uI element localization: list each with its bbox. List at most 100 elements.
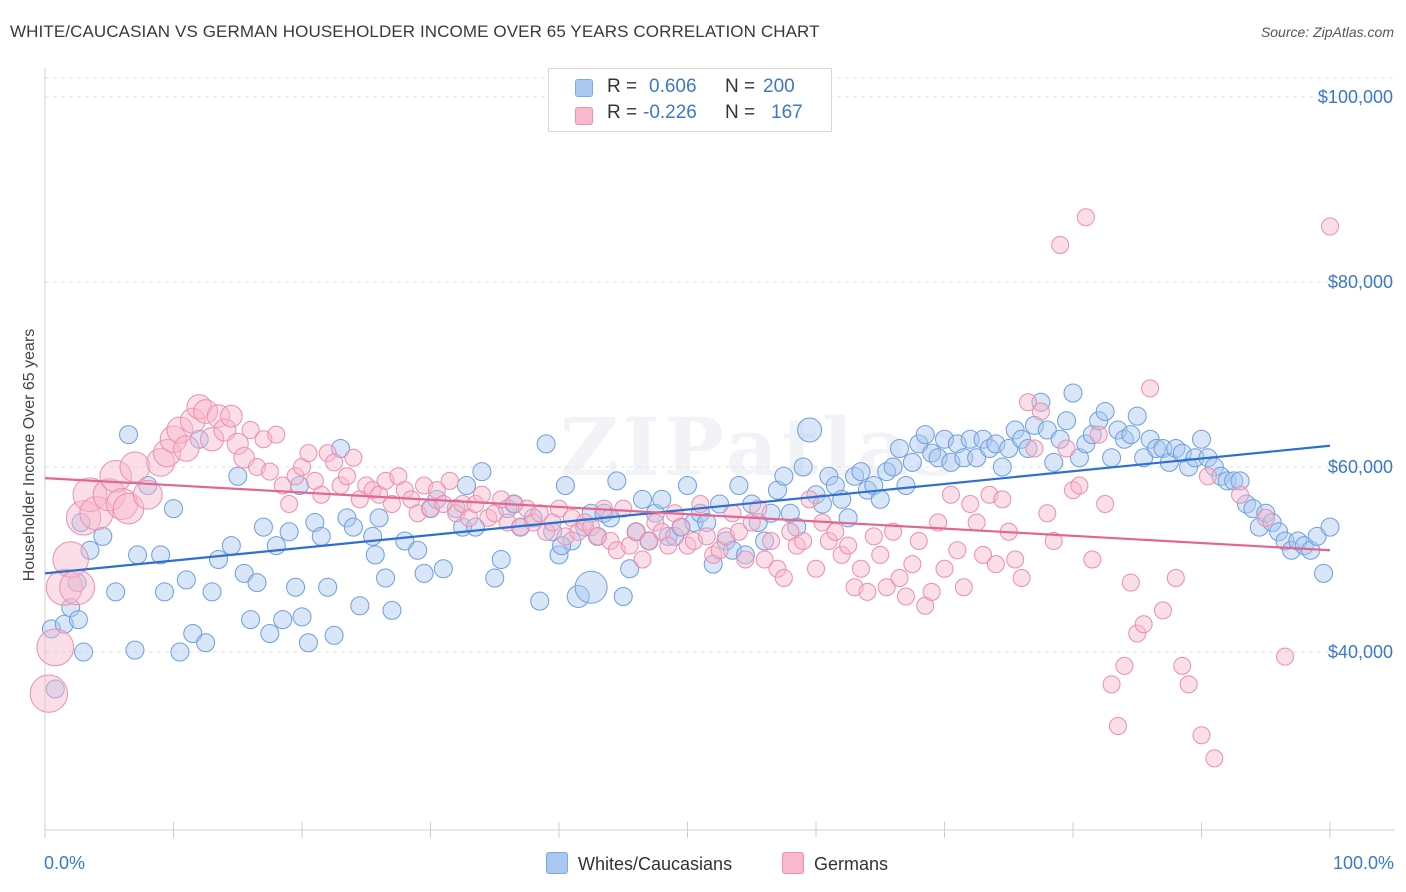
point-germans: [36, 628, 75, 667]
point-whites: [176, 570, 196, 590]
point-whites: [767, 480, 787, 500]
point-whites: [658, 526, 678, 546]
point-whites: [947, 434, 967, 454]
point-germans: [903, 555, 922, 574]
point-germans: [1128, 624, 1147, 643]
point-whites: [552, 536, 572, 556]
point-germans: [466, 495, 485, 513]
point-germans: [832, 545, 851, 564]
legend-r-value: 0.606: [649, 76, 697, 97]
point-whites: [967, 448, 987, 468]
point-whites: [74, 642, 94, 662]
point-germans: [794, 532, 813, 550]
trend-line-whites: [44, 444, 1331, 575]
point-germans: [864, 527, 883, 546]
point-germans: [1231, 485, 1250, 504]
point-germans: [267, 425, 286, 444]
point-germans: [1057, 439, 1076, 458]
point-germans: [948, 541, 967, 560]
point-germans: [1006, 550, 1025, 569]
point-germans: [318, 444, 337, 463]
y-tick-label: $40,000: [1328, 642, 1393, 662]
point-whites: [774, 466, 794, 486]
point-whites: [279, 522, 299, 542]
point-germans: [993, 490, 1012, 509]
point-germans: [1089, 425, 1108, 444]
point-germans: [260, 462, 279, 481]
point-whites: [228, 466, 248, 486]
point-whites: [485, 568, 505, 588]
point-whites: [128, 545, 148, 565]
point-germans: [52, 541, 89, 578]
point-germans: [179, 407, 206, 434]
point-germans: [166, 416, 194, 444]
point-germans: [774, 569, 793, 587]
point-whites: [562, 531, 582, 551]
point-whites: [234, 563, 254, 583]
point-germans: [768, 559, 787, 578]
point-whites: [1127, 406, 1147, 426]
point-whites: [896, 476, 916, 495]
point-whites: [151, 545, 171, 565]
point-whites: [633, 489, 653, 509]
point-whites: [1314, 563, 1334, 583]
point-germans: [1205, 749, 1224, 768]
legend-r-label: R =: [607, 76, 638, 97]
point-whites: [273, 610, 293, 630]
point-whites: [1005, 420, 1025, 440]
series-whites-points: [41, 383, 1340, 699]
point-germans: [633, 550, 652, 569]
point-germans: [45, 568, 83, 606]
point-germans: [382, 495, 401, 513]
bottom-legend-whites: Whites/Caucasians: [546, 852, 732, 875]
point-whites: [363, 526, 383, 546]
point-germans: [646, 513, 665, 532]
point-germans: [241, 421, 260, 439]
point-whites: [797, 417, 823, 443]
series-germans-points: [29, 208, 1339, 768]
point-germans: [479, 508, 498, 527]
point-whites: [992, 457, 1012, 477]
point-germans: [344, 448, 363, 467]
point-germans: [736, 550, 755, 569]
point-whites: [1121, 425, 1141, 445]
point-whites: [1262, 513, 1282, 532]
point-whites: [292, 607, 312, 627]
point-germans: [896, 587, 915, 606]
point-germans: [337, 467, 356, 486]
point-whites: [555, 476, 575, 495]
point-germans: [173, 435, 200, 462]
point-germans: [839, 536, 858, 555]
point-whites: [119, 425, 139, 445]
legend-n-value: 200: [763, 76, 795, 97]
point-whites: [530, 591, 550, 611]
point-whites: [164, 499, 183, 519]
point-whites: [915, 425, 935, 445]
legend-n-label: N =: [725, 102, 756, 123]
point-germans: [1051, 236, 1070, 254]
point-whites: [1037, 420, 1057, 440]
point-whites: [472, 462, 492, 482]
point-whites: [1172, 443, 1192, 463]
point-germans: [723, 504, 742, 523]
point-whites: [1031, 392, 1051, 412]
point-whites: [793, 457, 813, 477]
point-whites: [202, 582, 222, 602]
chart-title: WHITE/CAUCASIAN VS GERMAN HOUSEHOLDER IN…: [10, 22, 820, 41]
point-germans: [193, 399, 219, 424]
point-whites: [729, 476, 749, 495]
point-whites: [1082, 425, 1102, 445]
point-whites: [324, 625, 344, 645]
point-germans: [1076, 208, 1095, 227]
correlation-legend: R = 0.606 N = 200 R = -0.226 N = 167: [548, 68, 832, 132]
legend-swatch-germans: [575, 107, 593, 125]
point-whites: [80, 540, 100, 560]
point-whites: [350, 596, 370, 616]
point-germans: [1044, 532, 1063, 550]
point-whites: [716, 531, 736, 551]
point-germans: [106, 488, 139, 520]
x-axis-max-label: 100.0%: [1332, 853, 1394, 873]
point-whites: [1069, 448, 1089, 468]
point-whites: [1057, 411, 1077, 431]
